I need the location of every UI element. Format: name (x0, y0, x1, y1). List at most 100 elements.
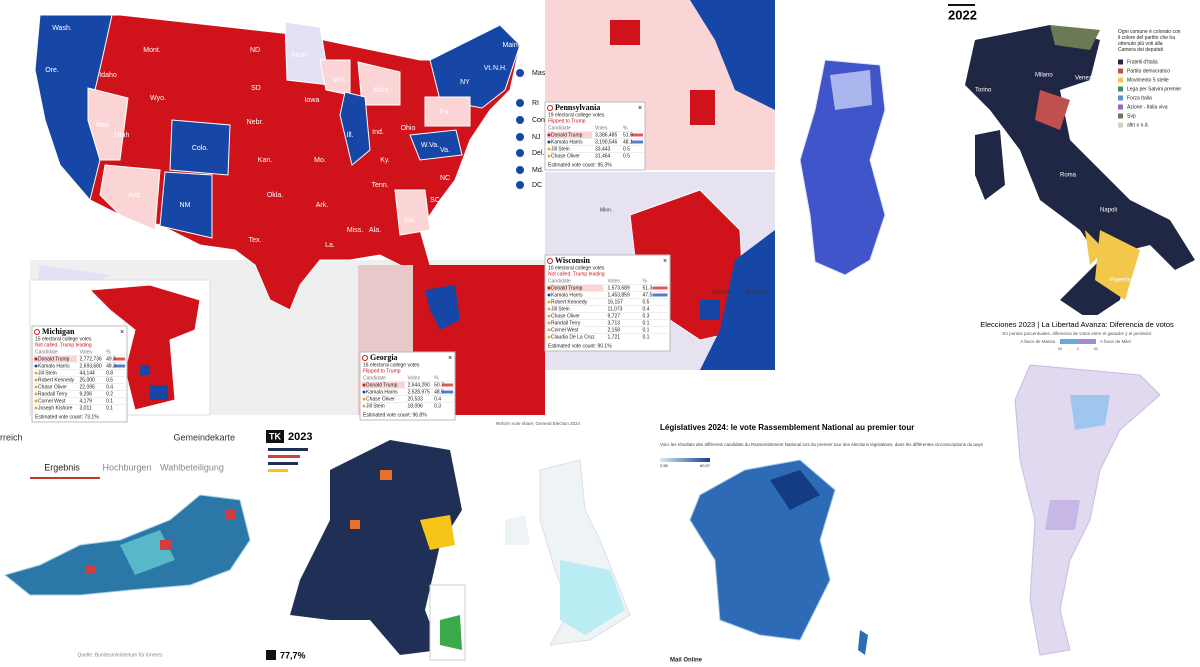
north-east (770, 470, 820, 510)
cell: Chase Oliver (551, 313, 580, 319)
party-dot (34, 385, 38, 389)
map-type: Gemeindekarte (173, 432, 235, 442)
cell: 0.1 (643, 320, 650, 326)
cell: 9,727 (608, 313, 621, 319)
footer: Estimated vote count: 95.3% (548, 162, 612, 168)
cell: Chase Oliver (38, 384, 67, 390)
cell: Cornel West (551, 327, 579, 333)
votes-note: 15 electoral college votes (35, 336, 92, 342)
legend-note: Ogni comune è colorato con il colore del … (1118, 29, 1181, 53)
close: × (638, 105, 642, 112)
cell: 47.5 (643, 292, 653, 298)
orange-area (350, 520, 360, 529)
cell: 0.1 (643, 334, 650, 340)
footer: Estimated vote count: 90.1% (548, 343, 612, 349)
cell: 51.3 (643, 285, 653, 291)
party-dot (34, 364, 38, 368)
state-label: Nev. (96, 122, 110, 129)
tabs: Ergebnis Hochburgen Wahlbeteiligung (44, 462, 224, 472)
party-dot (34, 357, 38, 361)
cell: Kamala Harris (38, 363, 70, 369)
cell: 1,453,859 (608, 292, 630, 298)
cell: Jill Stein (366, 403, 385, 409)
scale-labels: 60 0 60 (1058, 346, 1099, 351)
massa-region (1070, 395, 1110, 430)
wisconsin-panel: Minn. Madison Milwaukee Wisconsin × 10 elect… (544, 172, 775, 370)
blue-county (150, 385, 168, 400)
blue-area (690, 0, 775, 110)
share-bar (631, 133, 643, 137)
note-line: ottenuto più voti alla (1118, 41, 1163, 47)
popup: Pennsylvania × 19 electoral college votesF… (544, 101, 646, 171)
scale-label: 60 (1094, 346, 1099, 351)
cell: 11,073 (608, 306, 623, 312)
cell: 0.5 (623, 146, 630, 152)
atlanta (425, 285, 460, 330)
blue-county (700, 300, 720, 320)
place-label: Madison (712, 289, 731, 295)
cell: 50.7 (434, 382, 444, 388)
close: × (448, 355, 452, 362)
party-bar (268, 469, 288, 472)
red-county (690, 90, 715, 125)
legend-swatch (1118, 104, 1123, 110)
legend-swatch (1118, 95, 1123, 101)
year: 2022 (948, 7, 977, 22)
cell: 33,443 (595, 146, 611, 152)
red-county (610, 20, 640, 45)
status: Not called. Trump leading (35, 342, 92, 348)
cell: 44,144 (80, 370, 96, 376)
state-label: SC (430, 197, 440, 204)
state-dot (516, 166, 524, 174)
cell: 1,573,689 (608, 285, 630, 291)
state-label: Miss. (347, 227, 363, 234)
cell: Randall Terry (551, 320, 581, 326)
place-label: Milwaukee (745, 289, 769, 295)
popup-title: Pennsylvania (555, 103, 600, 112)
subtitle: En puntos porcentuales, diferencia de vo… (1002, 331, 1152, 336)
party-dot (362, 404, 366, 408)
col-header: Votes (80, 349, 93, 355)
cell: 20,533 (408, 396, 424, 402)
arizona (99, 164, 161, 231)
cell: Jill Stein (551, 146, 570, 152)
colorado (169, 119, 231, 176)
city-label: Napoli (1100, 208, 1117, 214)
party-dot (34, 371, 38, 375)
legend-entry: Movimento 5 stelle (1127, 77, 1169, 83)
status: Not called. Trump leading (548, 271, 605, 277)
source: Mail Online (670, 658, 703, 664)
georgia-panel: Georgia × 16 electoral college votesFlippe… (358, 265, 545, 421)
source: Quelle: Bundesministerium für Inneres (77, 652, 163, 658)
cell: 3,713 (608, 320, 621, 326)
cell: Donald Trump (366, 382, 398, 388)
netherlands-map: TK 2023 77,7% (262, 425, 480, 667)
party-dot (547, 328, 551, 332)
party-bar (268, 462, 298, 465)
note-line: Ogni comune è colorato con (1118, 29, 1181, 35)
status-icon (547, 258, 553, 264)
legend-entry: Forza Italia (1127, 95, 1152, 101)
state-label: Ohio (401, 125, 416, 132)
party-dot (362, 390, 366, 394)
legend-swatch (1118, 68, 1123, 74)
svp (1050, 25, 1100, 50)
state-label: Mich. (374, 87, 391, 94)
france-map: Législatives 2024: le vote Rassemblement… (655, 420, 984, 667)
tab: Ergebnis (44, 462, 80, 472)
col-header: % (623, 125, 628, 131)
cell: 1,721 (608, 334, 621, 340)
portugal-map (778, 25, 945, 300)
title: Elecciones 2023 | La Libertad Avanza: Di… (980, 320, 1174, 329)
red-area (85, 565, 95, 573)
cell: 0.4 (434, 396, 441, 402)
cell: 0.8 (106, 370, 113, 376)
cell: 0.5 (623, 153, 630, 159)
cell: 22,095 (80, 384, 96, 390)
cell: Kamala Harris (551, 292, 583, 298)
pennsylvania (424, 96, 471, 127)
cell: 0.4 (643, 306, 650, 312)
right-label: A favor de Milei (1100, 339, 1131, 344)
party-dot (547, 307, 551, 311)
cell: 0.1 (106, 405, 113, 411)
